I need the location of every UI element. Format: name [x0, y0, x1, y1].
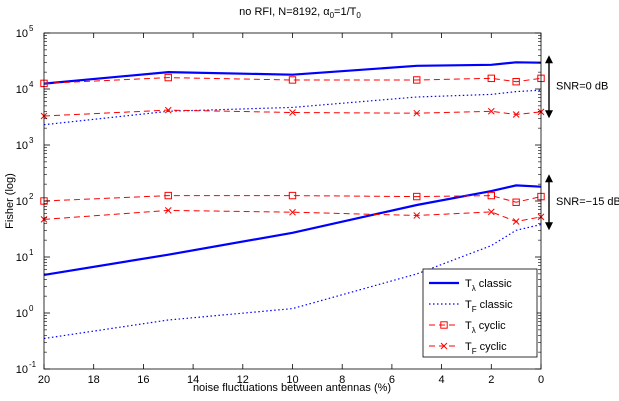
series-line-4 — [43, 184, 542, 276]
x-tick-label-8: 4 — [439, 374, 445, 386]
series-2-point-4 — [487, 74, 496, 83]
x-tick-label-7: 6 — [389, 374, 395, 386]
x-axis-label: noise fluctuations between antennas (%) — [193, 382, 391, 394]
series-3-point-2 — [289, 109, 296, 116]
annotation-arrowhead-up-0 — [545, 55, 553, 64]
series-line-5 — [43, 223, 542, 340]
x-tick-label-3: 14 — [187, 374, 199, 386]
legend-marker-3-stroke-b — [440, 342, 448, 350]
series-3-point-2-stroke-b — [289, 109, 296, 116]
series-7-point-5-stroke-b — [512, 218, 520, 225]
x-tick-label-10: 0 — [538, 374, 544, 386]
y-tick-exponent-0: -1 — [29, 360, 37, 369]
x-tick-label-0: 20 — [38, 374, 50, 386]
x-tick-label-9: 2 — [488, 374, 494, 386]
y-axis-label: Fisher (log) — [4, 173, 16, 229]
series-line-1 — [43, 89, 542, 126]
legend-marker-3 — [440, 342, 448, 350]
annotation-arrowhead-down-0 — [545, 110, 553, 119]
annotation-label-1: SNR=−15 dB — [556, 196, 619, 208]
series-3-point-4-stroke-b — [487, 107, 495, 115]
series-6-point-1 — [164, 191, 172, 200]
y-tick-label-3: 10 — [16, 196, 28, 208]
y-tick-label-2: 10 — [16, 252, 28, 264]
y-tick-label-4: 10 — [16, 140, 28, 152]
series-7-point-4 — [487, 208, 495, 216]
annotation-arrowhead-down-1 — [545, 222, 553, 231]
series-3-point-3 — [413, 109, 421, 117]
legend-label-0: Tλ classic — [465, 278, 512, 293]
x-tick-label-5: 10 — [286, 374, 298, 386]
legend-label-2: Tλ cyclic — [465, 320, 506, 335]
series-2-point-1 — [164, 73, 172, 82]
y-tick-label-0: 10 — [16, 364, 28, 376]
series-2-point-2 — [288, 76, 297, 84]
series-3-point-1 — [164, 106, 172, 114]
series-7-point-4-stroke-b — [487, 208, 495, 216]
series-line-6 — [43, 195, 542, 203]
series-3-point-1-stroke-b — [164, 106, 172, 114]
series-7-point-3 — [413, 212, 421, 219]
series-3-point-5-stroke-b — [512, 111, 520, 118]
series-6-point-5 — [512, 198, 520, 206]
series-3-point-5 — [512, 111, 520, 118]
series-2-point-3 — [413, 76, 421, 84]
series-3-point-4 — [487, 107, 495, 115]
series-3-point-3-stroke-b — [413, 109, 421, 117]
plot-area — [40, 61, 545, 340]
y-tick-label-1: 10 — [16, 308, 28, 320]
series-7-point-5 — [512, 218, 520, 225]
series-2-point-5 — [512, 78, 520, 86]
annotation-label-0: SNR=0 dB — [556, 81, 608, 93]
legend: Tλ classic TF classic Tλ cyclic TF cyclic — [422, 268, 538, 358]
legend-marker-2 — [440, 321, 448, 329]
y-tick-exponent-1: 0 — [29, 304, 34, 313]
x-tick-label-2: 16 — [137, 374, 149, 386]
y-tick-exponent-6: 5 — [29, 24, 34, 33]
series-6-point-3 — [413, 192, 421, 201]
series-6-point-2 — [288, 191, 297, 200]
annotations: SNR=0 dB SNR=−15 dB — [545, 55, 619, 231]
y-tick-exponent-4: 3 — [29, 136, 34, 145]
series-6-point-4 — [487, 191, 496, 200]
x-tick-label-4: 12 — [237, 374, 249, 386]
y-tick-label-6: 10 — [16, 28, 28, 40]
series-line-0 — [43, 61, 542, 85]
x-tick-label-6: 8 — [339, 374, 345, 386]
y-tick-exponent-2: 1 — [29, 248, 34, 257]
legend-label-3: TF cyclic — [465, 341, 507, 356]
legend-label-1: TF classic — [465, 299, 513, 314]
series-7-point-2-stroke-b — [289, 208, 296, 216]
series-7-point-2 — [289, 208, 296, 216]
chart-title: no RFI, N=8192, α0=1/T0 — [239, 6, 361, 20]
y-tick-label-5: 10 — [16, 84, 28, 96]
series-line-2 — [43, 77, 542, 84]
series-7-point-1-stroke-b — [164, 207, 172, 214]
y-tick-exponent-5: 4 — [29, 80, 34, 89]
series-7-point-3-stroke-b — [413, 212, 421, 219]
x-tick-label-1: 18 — [88, 374, 100, 386]
annotation-arrowhead-up-1 — [545, 174, 553, 183]
series-7-point-1 — [164, 207, 172, 214]
y-tick-exponent-3: 2 — [29, 192, 34, 201]
